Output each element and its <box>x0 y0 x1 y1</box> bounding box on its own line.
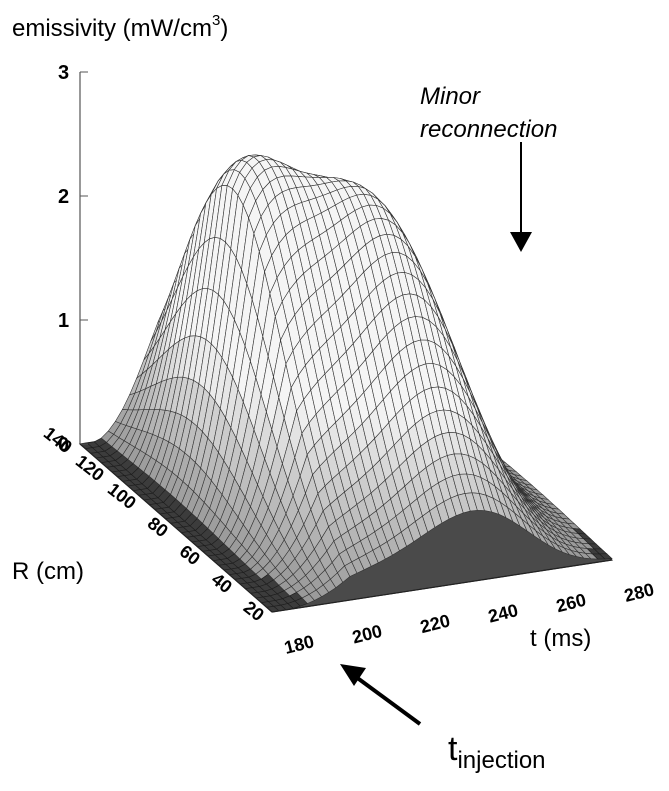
t-tick-label: 240 <box>486 600 520 627</box>
minor-reconnection-annotation: Minor reconnection <box>420 80 557 146</box>
r-axis-line <box>79 443 273 613</box>
surface-mesh <box>79 154 613 613</box>
r-tick-label: 140 <box>40 423 76 457</box>
z-tick-label: 3 <box>58 62 69 84</box>
t-tick-label: 280 <box>622 579 656 606</box>
t-tick-label: 260 <box>554 590 588 617</box>
t-tick-label: 180 <box>282 631 316 658</box>
injection-arrow-shaft <box>350 672 422 726</box>
z-axis-label: emissivity (mW/cm3) <box>12 12 229 42</box>
t-injection-label: tinjection <box>448 730 546 774</box>
injection-arrow-head <box>340 664 366 686</box>
z-tick-label: 1 <box>58 310 69 332</box>
r-axis-label: R (cm) <box>12 558 84 585</box>
annotation-line-1: Minor <box>420 83 481 110</box>
arrows <box>340 142 532 726</box>
annotation-line-2: reconnection <box>420 116 558 143</box>
z-tick-label: 0 <box>58 434 69 456</box>
t-tick-label: 220 <box>418 610 452 637</box>
z-tick-label: 2 <box>58 186 69 208</box>
reconnection-arrow-head <box>510 232 532 252</box>
mesh-cell <box>598 553 613 560</box>
t-axis-line <box>271 559 613 613</box>
t-tick-label: 200 <box>350 621 384 648</box>
axes <box>79 71 613 613</box>
t-axis-label: t (ms) <box>530 625 592 652</box>
